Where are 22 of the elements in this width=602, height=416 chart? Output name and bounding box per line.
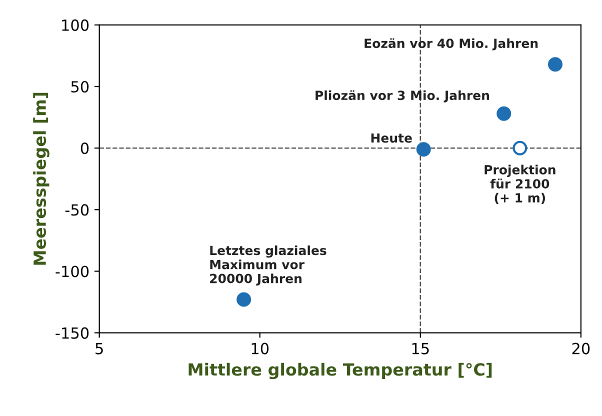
annotation: Projektion für 2100 (+ 1 m) (484, 164, 556, 204)
x-tick-label: 20 (572, 342, 590, 354)
point (512, 140, 528, 156)
point (496, 106, 512, 121)
y-tick-label: 50 (71, 80, 89, 93)
annotation: Letztes glaziales Maximum vor 20000 Jahren (210, 245, 326, 286)
annotation: Heute (371, 133, 412, 143)
x-tick-label: 10 (252, 342, 269, 354)
y-axis-title: Meeresspiegel [m] (33, 92, 50, 265)
x-axis-title: Mittlere globale Temperatur [°C] (188, 362, 492, 380)
y-tick-label: 100 (62, 19, 89, 31)
x-tick-label: 5 (96, 342, 103, 354)
annotation: Eozän vor 40 Mio. Jahren (364, 38, 538, 50)
y-tick-label: -50 (65, 204, 89, 216)
annotation: Pliozän vor 3 Mio. Jahren (316, 90, 490, 102)
y-tick-label: -100 (56, 266, 89, 278)
y-tick-label: 0 (80, 142, 89, 154)
point (236, 292, 252, 307)
point (548, 57, 562, 72)
x-tick-label: 15 (412, 342, 429, 354)
y-tick-label: -150 (56, 327, 89, 339)
point (416, 142, 431, 157)
